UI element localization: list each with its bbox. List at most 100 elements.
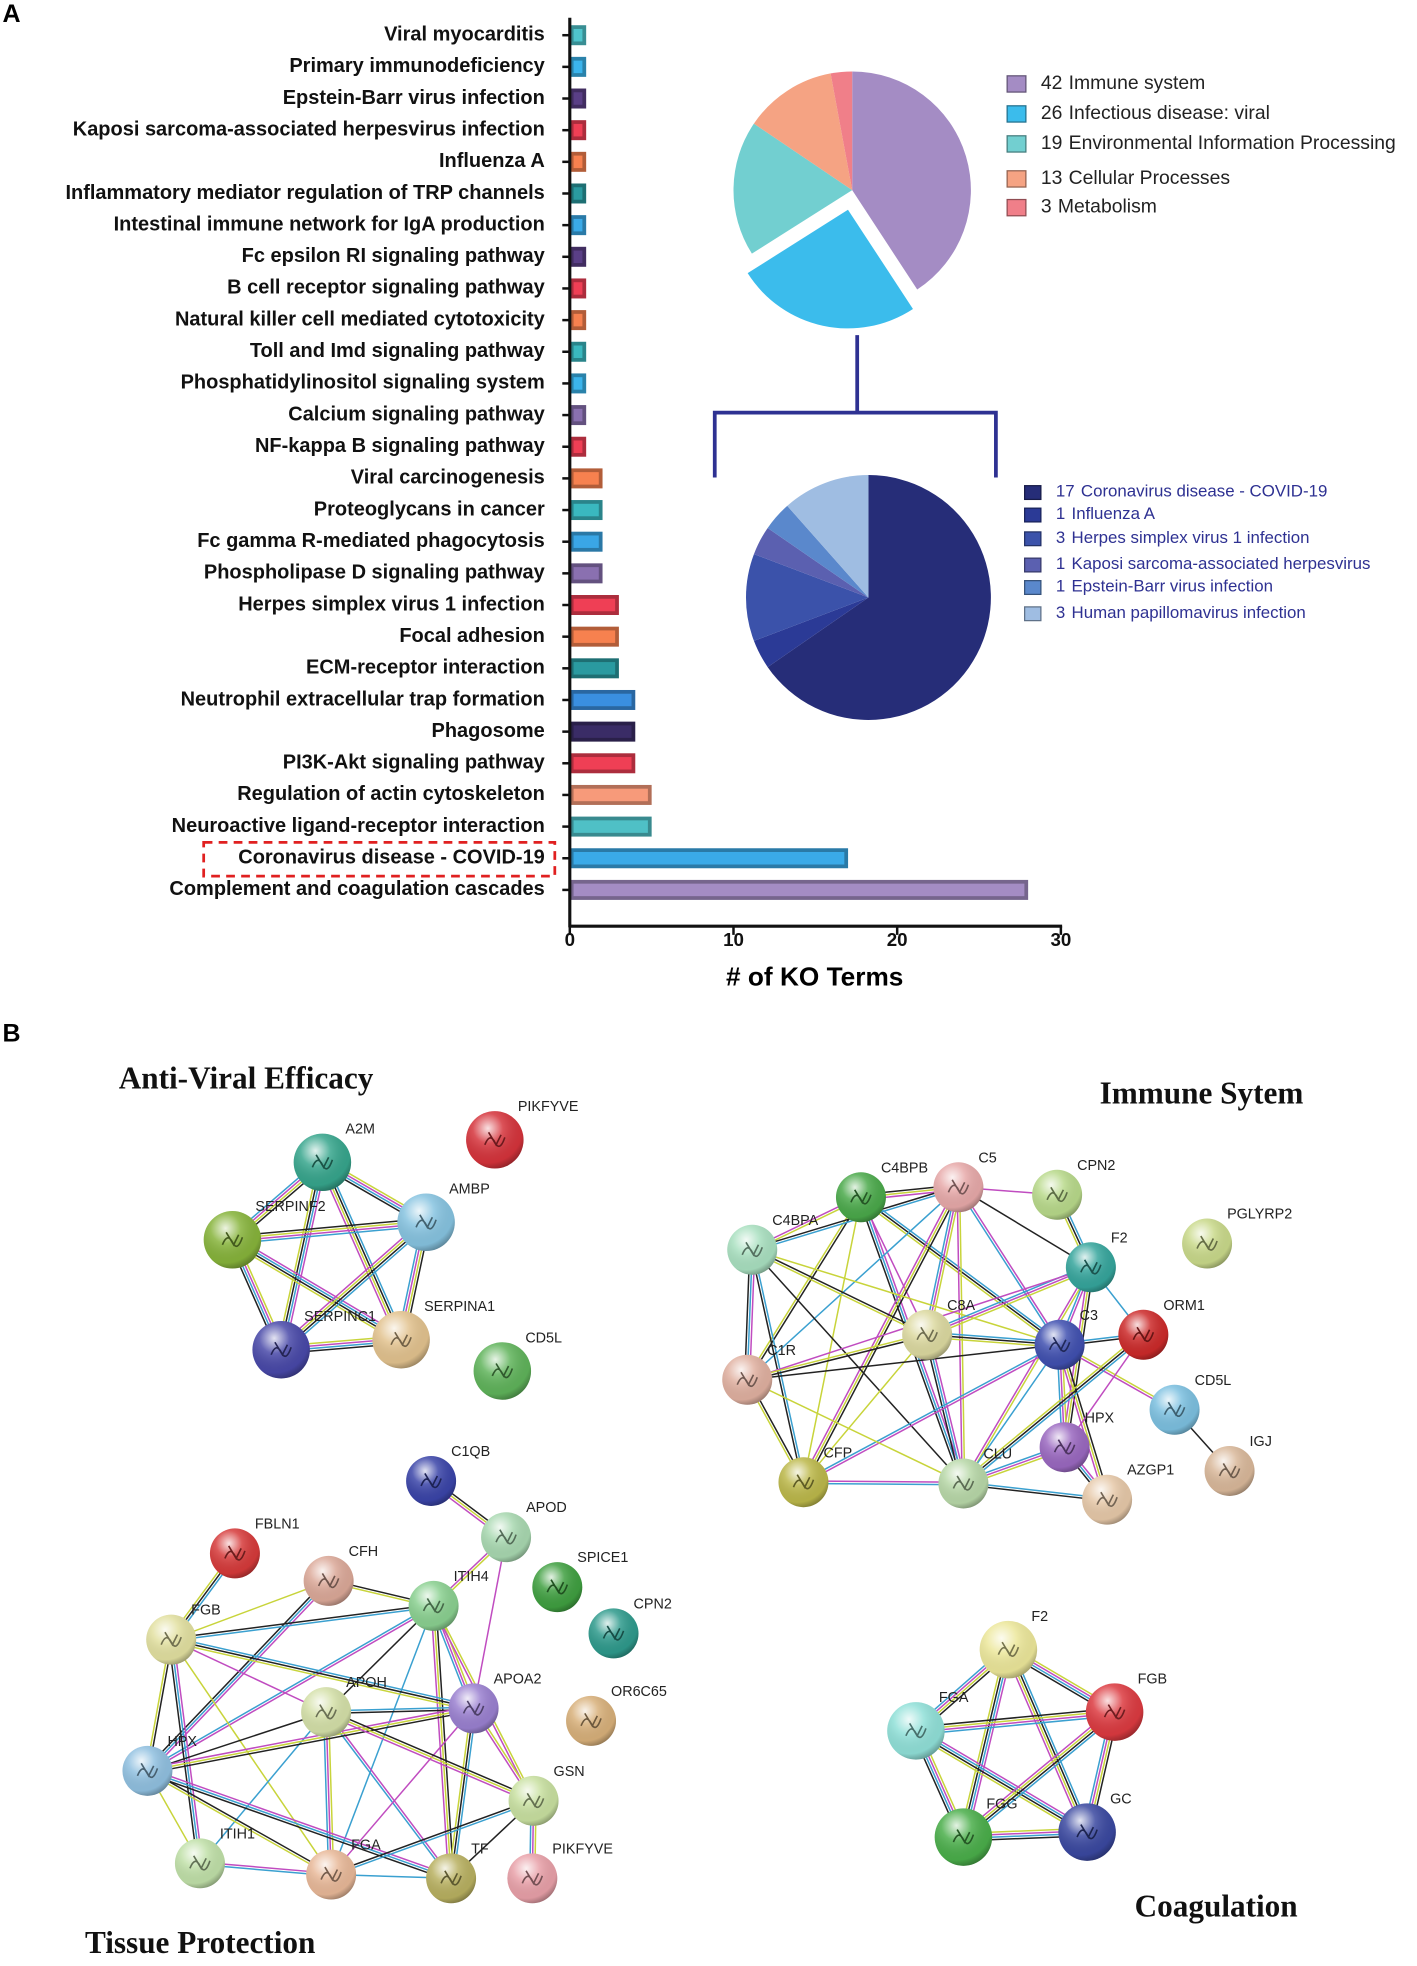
network-edge	[330, 1798, 534, 1875]
pie-slice	[787, 475, 869, 598]
node-shine	[1204, 1445, 1255, 1496]
network-edge	[963, 1267, 1093, 1485]
network-edge	[146, 1580, 330, 1772]
legend-swatch	[1006, 75, 1027, 93]
node-structure	[462, 1700, 485, 1716]
node-label: AMBP	[449, 1182, 490, 1198]
node-structure	[916, 1326, 938, 1343]
node-shine	[1058, 1803, 1116, 1861]
node-label: HPX	[1085, 1410, 1115, 1426]
network-edge	[170, 1580, 329, 1641]
node-shine	[933, 1162, 984, 1213]
node-structure	[320, 1866, 342, 1882]
legend-label: Environmental Information Processing	[1069, 132, 1396, 154]
y-tick-label: B cell receptor signaling pathway	[227, 277, 545, 299]
network-edge	[170, 1638, 327, 1713]
node-label: FGA	[351, 1838, 381, 1854]
legend-label: Metabolism	[1058, 196, 1157, 218]
y-tick-label: Proteoglycans in cancer	[314, 498, 545, 520]
network-edge	[146, 1771, 331, 1877]
network-edge	[281, 1222, 428, 1352]
legend-value: 1	[1056, 577, 1065, 596]
network-edge	[324, 1712, 451, 1880]
network-edge	[752, 1247, 929, 1335]
network-edge	[1061, 1343, 1111, 1500]
bar	[569, 595, 619, 616]
node-label: A2M	[345, 1122, 375, 1138]
network-edge	[170, 1639, 332, 1875]
network-edge	[963, 1712, 1116, 1839]
network-edge	[746, 1186, 959, 1381]
node-label: ITIH4	[454, 1569, 489, 1585]
network-edge	[232, 1220, 427, 1240]
node-structure	[270, 1341, 292, 1358]
node-structure	[1096, 1491, 1118, 1507]
x-tick-label: 0	[565, 929, 575, 950]
network-edge	[472, 1537, 507, 1709]
node-structure	[1080, 1259, 1102, 1275]
node-label: HPX	[167, 1734, 197, 1750]
node-shine	[408, 1580, 459, 1631]
bar	[569, 436, 587, 457]
network-edge	[926, 1266, 1092, 1336]
node-label: APOA2	[494, 1671, 542, 1687]
legend-swatch	[1006, 105, 1027, 123]
network-edge	[148, 1767, 453, 1877]
network-edge	[147, 1770, 452, 1880]
y-tick-label: PI3K-Akt signaling pathway	[283, 752, 545, 774]
node-label: FGB	[191, 1603, 221, 1619]
legend-value: 17	[1056, 482, 1075, 501]
node-shine	[306, 1849, 357, 1900]
network-edge	[452, 1708, 477, 1879]
node-shine	[727, 1224, 778, 1275]
legend-entry: 13 Cellular Processes	[1041, 167, 1230, 189]
y-tick-label: Primary immunodeficiency	[289, 55, 544, 77]
legend-entry: 19 Environmental Information Processing	[1041, 132, 1396, 154]
network-edge	[746, 1379, 964, 1485]
network-edge	[148, 1582, 331, 1774]
network-edge	[1058, 1344, 1108, 1500]
x-tick-label: 10	[723, 929, 744, 950]
pie-slice	[767, 475, 991, 720]
network-edge	[146, 1604, 434, 1771]
node-label: SERPINF2	[255, 1199, 325, 1215]
node-shine	[448, 1683, 499, 1734]
node-label: GSN	[554, 1764, 585, 1780]
node-label: FGB	[1138, 1671, 1168, 1687]
node-structure	[850, 1189, 872, 1205]
node-structure	[1163, 1401, 1186, 1418]
network-edge	[147, 1606, 435, 1773]
node-label: GC	[1110, 1791, 1132, 1807]
bar	[569, 753, 636, 774]
legend-value: 19	[1041, 132, 1063, 154]
network-edge	[746, 1332, 928, 1380]
node-shine	[979, 1620, 1038, 1679]
network-edge	[331, 1801, 535, 1877]
node-label: APOH	[346, 1675, 387, 1691]
node-structure	[484, 1131, 506, 1148]
bar	[569, 25, 587, 46]
network-edge	[1011, 1647, 1092, 1831]
node-structure	[521, 1870, 544, 1886]
bar	[569, 246, 587, 267]
bar	[569, 658, 619, 679]
node-label: OR6C65	[611, 1684, 667, 1700]
network-edge	[915, 1712, 1115, 1733]
node-shine	[252, 1321, 310, 1379]
node-label: F2	[1031, 1609, 1048, 1625]
node-label: SPICE1	[577, 1550, 628, 1566]
network-edge	[325, 1711, 534, 1802]
legend-label: Kaposi sarcoma-associated herpesvirus	[1072, 554, 1371, 573]
node-structure	[952, 1475, 975, 1491]
network-edge	[278, 1218, 425, 1348]
network-edge	[916, 1729, 1089, 1832]
network-edge	[450, 1708, 475, 1879]
network-edge	[170, 1603, 434, 1640]
network-edge	[802, 1197, 862, 1483]
legend-entry: 1 Epstein-Barr virus infection	[1056, 577, 1273, 596]
y-tick-label: Natural killer cell mediated cytotoxicit…	[175, 308, 545, 330]
pie-slice	[753, 73, 853, 191]
node-label: C8A	[947, 1298, 975, 1314]
node-shine	[174, 1838, 225, 1889]
network-edge	[233, 1235, 404, 1338]
